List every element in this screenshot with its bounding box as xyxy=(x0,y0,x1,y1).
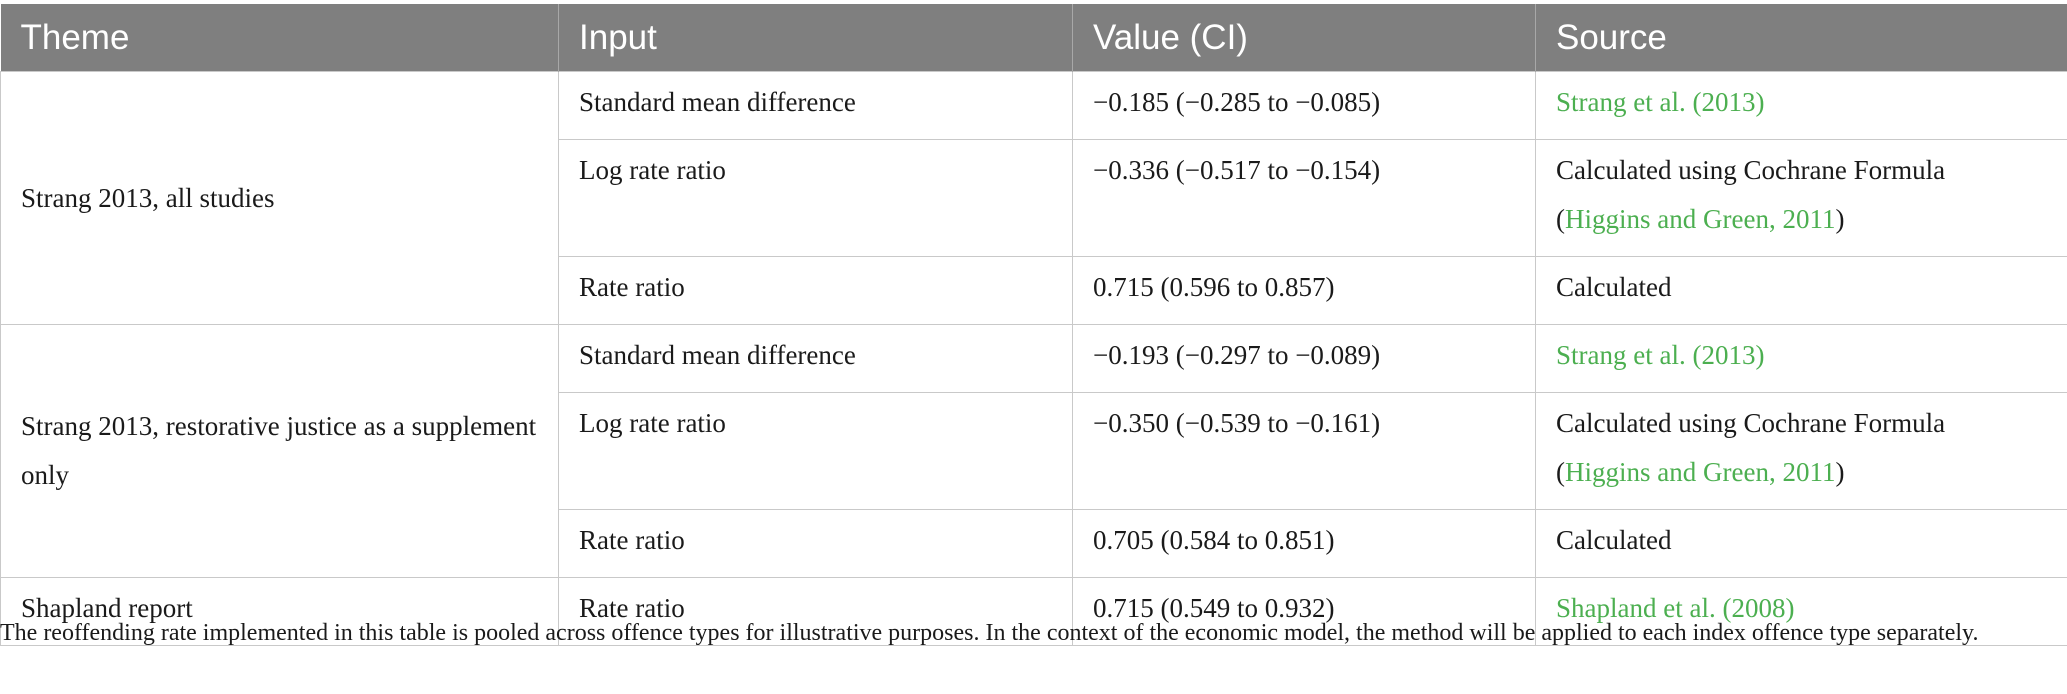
theme-cell: Shapland report xyxy=(0,577,559,646)
value-cell: 0.715 (0.596 to 0.857) xyxy=(1072,256,1536,325)
table-row: Shapland report Rate ratio 0.715 (0.549 … xyxy=(0,577,2067,646)
value-cell: −0.350 (−0.539 to −0.161) xyxy=(1072,392,1536,510)
source-cell: Strang et al. (2013) xyxy=(1535,324,2067,393)
data-table: Theme Input Value (CI) Source Strang 201… xyxy=(0,4,2067,646)
table-row: Log rate ratio −0.350 (−0.539 to −0.161)… xyxy=(1,392,2067,510)
source-cell: Shapland et al. (2008) xyxy=(1535,577,2067,646)
paren-close: ) xyxy=(1835,204,1845,234)
source-link[interactable]: Higgins and Green, 2011 xyxy=(1565,457,1836,487)
input-cell: Rate ratio xyxy=(558,256,1073,325)
source-link[interactable]: Shapland et al. (2008) xyxy=(1556,593,1795,623)
table-header: Theme Input Value (CI) Source xyxy=(0,4,2067,72)
table-row: Rate ratio 0.715 (0.596 to 0.857) Calcul… xyxy=(1,256,2067,325)
input-cell: Standard mean difference xyxy=(558,71,1073,140)
table-footnote: The reoffending rate implemented in this… xyxy=(0,620,1979,646)
input-cell: Standard mean difference xyxy=(558,324,1073,393)
table-row: Log rate ratio −0.336 (−0.517 to −0.154)… xyxy=(1,139,2067,257)
header-row: Theme Input Value (CI) Source xyxy=(0,4,2067,72)
source-cell: Calculated xyxy=(1535,509,2067,578)
value-cell: −0.185 (−0.285 to −0.085) xyxy=(1072,71,1536,140)
value-cell: 0.705 (0.584 to 0.851) xyxy=(1072,509,1536,578)
table-body: Strang 2013, all studies Standard mean d… xyxy=(0,71,2067,646)
input-cell: Log rate ratio xyxy=(558,139,1073,257)
paren-open: ( xyxy=(1556,204,1565,234)
source-link[interactable]: Strang et al. (2013) xyxy=(1556,87,1765,117)
source-cell: Strang et al. (2013) xyxy=(1535,71,2067,140)
paren-open: ( xyxy=(1556,457,1565,487)
table-row: Strang 2013, all studies Standard mean d… xyxy=(0,71,2067,325)
theme-cell: Strang 2013, restorative justice as a su… xyxy=(0,324,559,578)
header-value: Value (CI) xyxy=(1072,4,1536,72)
header-input: Input xyxy=(558,4,1073,72)
source-cell: Calculated using Cochrane Formula (Higgin… xyxy=(1535,392,2067,510)
table-row: Strang 2013, restorative justice as a su… xyxy=(0,324,2067,578)
table-row: Rate ratio 0.705 (0.584 to 0.851) Calcul… xyxy=(1,509,2067,578)
source-link[interactable]: Strang et al. (2013) xyxy=(1556,340,1765,370)
paren-close: ) xyxy=(1835,457,1845,487)
value-cell: −0.193 (−0.297 to −0.089) xyxy=(1072,324,1536,393)
source-link[interactable]: Higgins and Green, 2011 xyxy=(1565,204,1836,234)
source-text: Calculated using Cochrane Formula xyxy=(1556,408,1946,438)
header-theme: Theme xyxy=(0,4,559,72)
theme-cell: Strang 2013, all studies xyxy=(0,71,559,325)
value-cell: 0.715 (0.549 to 0.932) xyxy=(1072,577,1536,646)
header-source: Source xyxy=(1535,4,2067,72)
input-cell: Rate ratio xyxy=(558,509,1073,578)
input-cell: Log rate ratio xyxy=(558,392,1073,510)
value-cell: −0.336 (−0.517 to −0.154) xyxy=(1072,139,1536,257)
source-cell: Calculated using Cochrane Formula (Higgin… xyxy=(1535,139,2067,257)
source-text: Calculated using Cochrane Formula xyxy=(1556,155,1946,185)
source-cell: Calculated xyxy=(1535,256,2067,325)
